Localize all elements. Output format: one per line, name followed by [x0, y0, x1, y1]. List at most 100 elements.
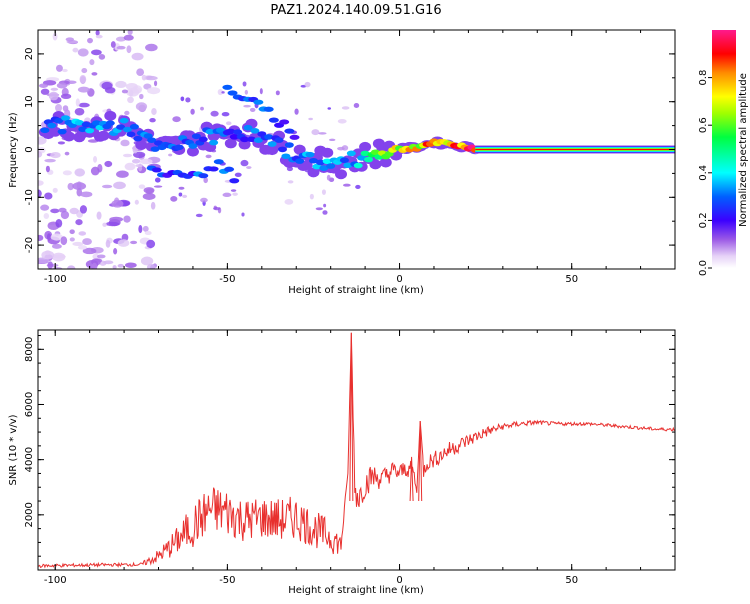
ridge-core	[129, 123, 139, 130]
noise-blob	[275, 90, 280, 96]
noise-blob	[195, 213, 203, 218]
ridge-core	[143, 133, 153, 139]
noise-blob	[57, 141, 66, 145]
y-tick-label: 4000	[24, 447, 35, 472]
colorbar-tick-label: 0.0	[698, 260, 709, 276]
noise-blob	[79, 205, 87, 214]
noise-blob	[321, 189, 326, 195]
noise-blob	[153, 80, 158, 87]
noise-blob	[259, 88, 263, 95]
noise-blob	[77, 48, 89, 57]
noise-blob	[105, 221, 120, 227]
noise-blob	[142, 192, 156, 200]
noise-blob	[178, 192, 183, 197]
noise-blob	[113, 247, 118, 255]
noise-blob	[72, 241, 84, 246]
noise-blob	[90, 166, 100, 176]
secondary-branch-blob	[227, 90, 238, 96]
ridge-core	[105, 120, 115, 126]
y-tick-label: 10	[24, 95, 35, 108]
y-tick-label: 8000	[24, 337, 35, 362]
noise-blob	[55, 219, 63, 228]
x-tick-label: -100	[44, 575, 67, 586]
noise-blob	[50, 152, 61, 159]
noise-blob	[222, 192, 232, 198]
noise-blob	[134, 199, 139, 205]
noise-blob	[41, 250, 55, 260]
noise-blob	[117, 239, 130, 247]
noise-blob	[116, 170, 129, 178]
snr-spike	[409, 456, 414, 502]
lower-branch-blob	[151, 167, 162, 173]
noise-blob	[43, 212, 50, 220]
y-tick-label: -10	[24, 189, 35, 205]
noise-blob	[322, 210, 328, 215]
noise-blob	[284, 198, 294, 205]
noise-blob	[138, 225, 143, 234]
noise-blob	[355, 184, 361, 190]
noise-blob	[182, 194, 188, 199]
noise-blob	[52, 254, 66, 259]
noise-blob	[172, 116, 181, 123]
noise-blob	[342, 183, 351, 187]
ridge-halo	[104, 110, 117, 121]
x-tick-label: -50	[219, 575, 235, 586]
noise-blob	[124, 162, 136, 171]
lower-branch-blob	[229, 178, 240, 184]
colorbar-tick-label: 0.8	[698, 70, 709, 86]
noise-blob	[50, 208, 60, 214]
snr-xlabel: Height of straight line (km)	[288, 585, 424, 596]
ridge-halo	[238, 139, 251, 150]
ridge-core	[284, 142, 294, 148]
noise-blob	[243, 104, 251, 108]
noise-blob	[144, 230, 152, 236]
ridge-core	[209, 139, 219, 146]
secondary-branch-blob	[289, 134, 300, 140]
noise-blob	[149, 117, 156, 123]
noise-blob	[69, 237, 75, 242]
noise-blob	[180, 96, 185, 102]
noise-blob	[146, 264, 156, 269]
chart-title: PAZ1.2024.140.09.51.G16	[270, 3, 441, 18]
noise-blob	[109, 216, 124, 222]
ridge-halo	[62, 131, 75, 142]
noise-blob	[113, 181, 126, 190]
ridge-halo	[293, 144, 306, 155]
noise-blob	[80, 191, 93, 198]
noise-blob	[50, 233, 63, 241]
ridge-halo	[300, 160, 313, 171]
noise-blob	[327, 107, 332, 110]
ridge-halo	[49, 126, 62, 137]
noise-blob	[353, 102, 360, 108]
noise-blob	[38, 189, 42, 198]
noise-blob	[337, 146, 345, 151]
noise-blob	[139, 93, 144, 100]
noise-blob	[38, 83, 48, 88]
noise-blob	[249, 107, 256, 113]
noise-blob	[115, 36, 127, 42]
ridge-core	[353, 162, 363, 169]
noise-blob	[91, 262, 98, 269]
noise-blob	[102, 222, 107, 227]
noise-blob	[190, 108, 195, 115]
noise-blob	[147, 87, 161, 95]
noise-blob	[213, 207, 221, 211]
secondary-branch-blob	[263, 106, 274, 112]
ridge-core	[81, 121, 91, 128]
ridge-core	[308, 157, 318, 164]
ridge-core	[233, 129, 243, 135]
ridge-core	[315, 159, 325, 166]
noise-blob	[308, 117, 313, 121]
noise-blob	[139, 158, 153, 165]
noise-blob	[96, 254, 106, 259]
snr-plot-area	[38, 332, 675, 569]
ridge-core	[78, 126, 88, 133]
noise-blob	[60, 210, 70, 220]
noise-blob	[154, 177, 161, 183]
ridge-core	[364, 156, 374, 163]
ridge-halo	[97, 130, 110, 141]
noise-blob	[82, 247, 97, 255]
noise-blob	[232, 192, 238, 196]
colorbar-tick-label: 0.6	[698, 117, 709, 133]
